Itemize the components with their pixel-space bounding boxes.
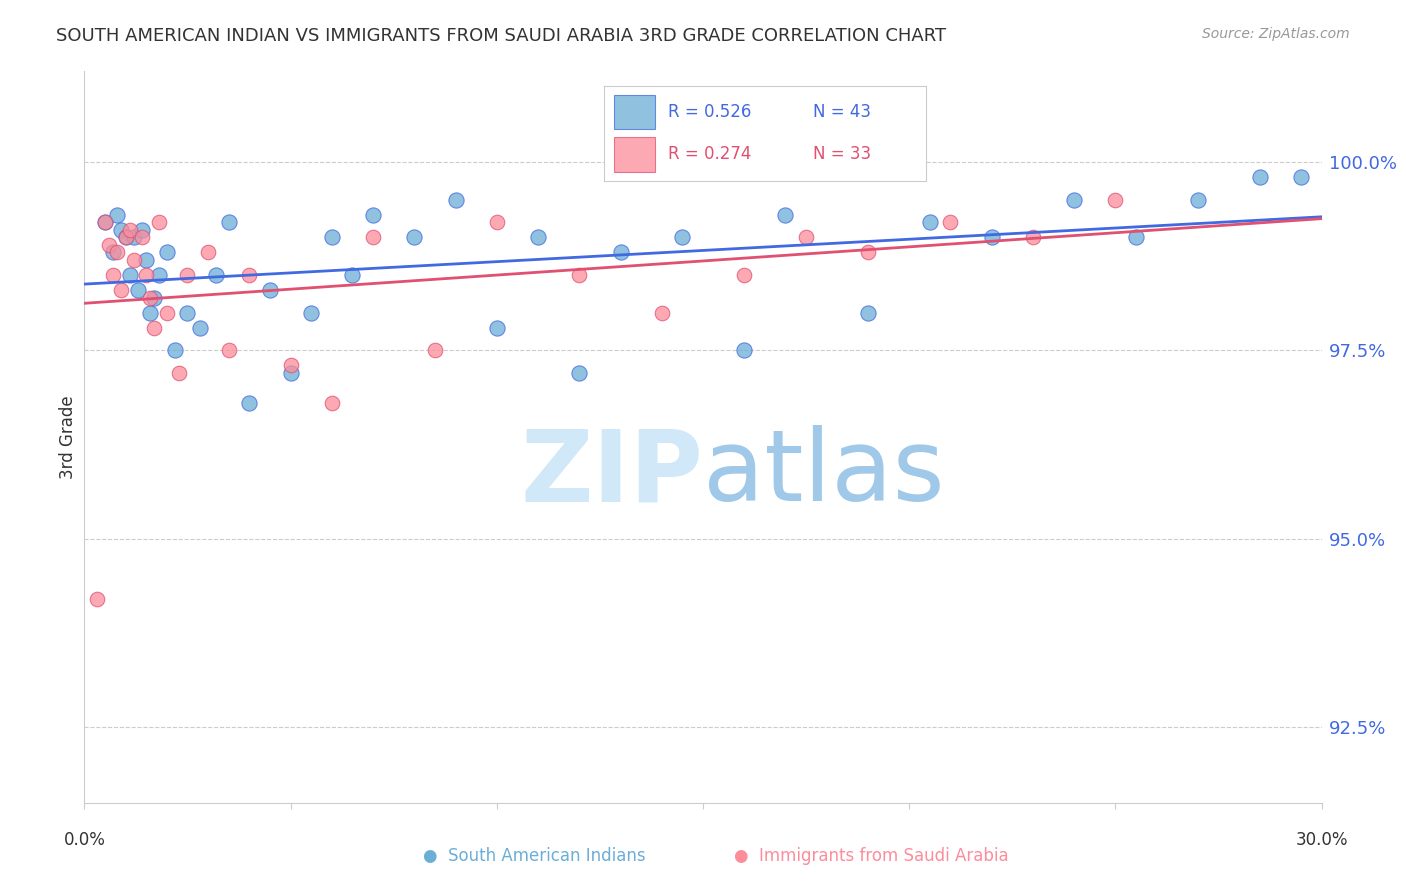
Point [105,245,128,260]
Text: ZIP: ZIP [520,425,703,522]
Point [1289,169,1312,184]
Point [280,359,302,373]
Point [176,268,198,282]
Point [205,268,228,282]
Point [139,291,162,305]
Point [733,268,755,282]
Point [321,230,343,244]
Point [148,268,170,282]
Point [103,245,125,260]
Point [980,230,1002,244]
Point [733,343,755,358]
Point [280,366,302,380]
Point [1063,193,1085,207]
Point [131,230,153,244]
Text: Source: ZipAtlas.com: Source: ZipAtlas.com [1202,27,1350,41]
Point [156,245,179,260]
Text: ●  South American Indians: ● South American Indians [423,847,645,865]
Point [609,245,631,260]
Point [485,215,508,229]
Point [139,306,162,320]
Point [127,283,149,297]
Point [651,306,673,320]
Point [361,230,384,244]
Point [361,208,384,222]
Y-axis label: 3rd Grade: 3rd Grade [59,395,77,479]
Point [218,343,240,358]
Point [299,306,322,320]
Point [485,320,508,334]
Point [94,215,117,229]
Point [131,223,153,237]
Point [156,306,179,320]
Point [1104,193,1126,207]
Point [188,320,211,334]
Point [238,396,260,410]
Point [135,252,157,267]
Point [259,283,281,297]
Point [939,215,962,229]
Point [118,268,141,282]
Point [86,592,108,607]
Point [143,320,166,334]
Point [775,208,797,222]
Point [218,215,240,229]
Point [118,223,141,237]
Point [671,230,693,244]
Point [143,291,166,305]
Point [1249,169,1271,184]
Point [114,230,136,244]
Point [423,343,446,358]
Point [404,230,426,244]
Point [167,366,190,380]
Text: ●  Immigrants from Saudi Arabia: ● Immigrants from Saudi Arabia [734,847,1010,865]
Point [568,366,591,380]
Point [568,268,591,282]
Point [918,215,941,229]
Point [1125,230,1147,244]
Point [122,230,145,244]
Point [110,223,132,237]
Point [527,230,550,244]
Point [165,343,187,358]
Text: SOUTH AMERICAN INDIAN VS IMMIGRANTS FROM SAUDI ARABIA 3RD GRADE CORRELATION CHAR: SOUTH AMERICAN INDIAN VS IMMIGRANTS FROM… [56,27,946,45]
Point [321,396,343,410]
Point [444,193,467,207]
Point [197,245,219,260]
Point [103,268,125,282]
Text: 30.0%: 30.0% [1295,830,1348,848]
Point [114,230,136,244]
Point [856,306,879,320]
Point [105,208,128,222]
Point [856,245,879,260]
Point [342,268,364,282]
Point [122,252,145,267]
Point [94,215,117,229]
Point [176,306,198,320]
Point [148,215,170,229]
Point [1187,193,1209,207]
Text: atlas: atlas [703,425,945,522]
Point [794,230,817,244]
Point [98,237,121,252]
Text: 0.0%: 0.0% [63,830,105,848]
Point [238,268,260,282]
Point [110,283,132,297]
Point [1022,230,1045,244]
Point [135,268,157,282]
